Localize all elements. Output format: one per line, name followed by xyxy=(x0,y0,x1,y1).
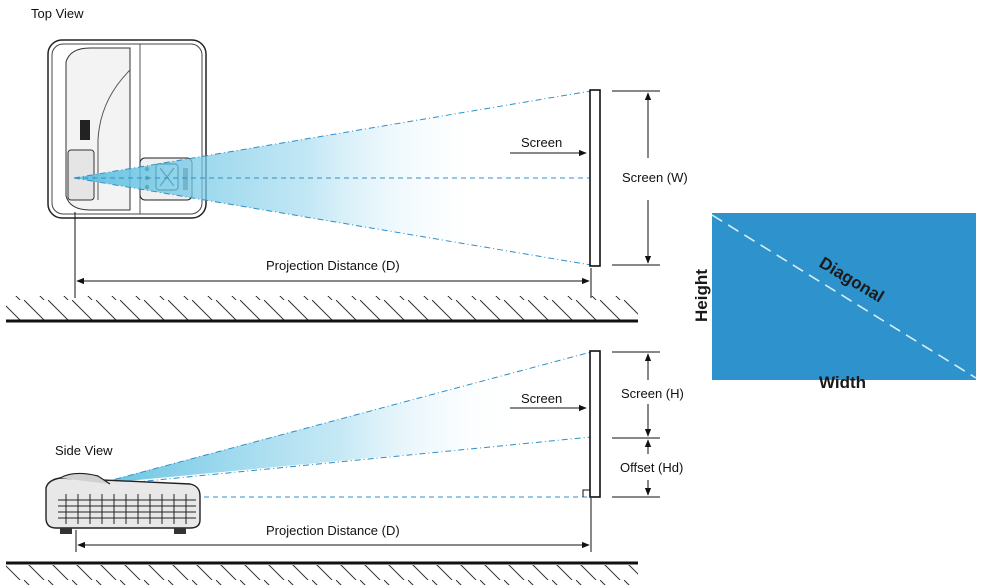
right-angle-mark xyxy=(582,489,590,497)
screen-width-label: Screen (W) xyxy=(622,170,688,185)
top-distance-label: Projection Distance (D) xyxy=(266,258,400,273)
side-beam-upper-edge xyxy=(89,351,592,487)
screen-height-dimension xyxy=(612,351,660,439)
side-distance-dimension xyxy=(75,498,592,552)
offset-label: Offset (Hd) xyxy=(620,460,683,475)
offset-dimension xyxy=(612,439,660,498)
screen-height-label: Screen (H) xyxy=(621,386,684,401)
screen-dimensions-illustration: Diagonal Height Width xyxy=(692,213,977,392)
side-screen xyxy=(589,350,601,498)
projector-side-view xyxy=(45,472,201,534)
top-light-beam xyxy=(74,91,591,265)
diagonal-line xyxy=(711,214,977,379)
top-floor xyxy=(6,296,638,323)
top-view-title: Top View xyxy=(31,6,84,21)
top-beam-upper-edge xyxy=(73,90,592,179)
side-screen-label: Screen xyxy=(521,391,562,406)
side-view-title: Side View xyxy=(55,443,113,458)
top-screen xyxy=(589,89,601,267)
top-distance-dimension xyxy=(74,212,592,298)
screen-width-dimension xyxy=(612,90,660,266)
height-label: Height xyxy=(692,269,711,322)
width-label: Width xyxy=(819,373,866,392)
side-distance-label: Projection Distance (D) xyxy=(266,523,400,538)
side-floor xyxy=(6,561,638,585)
top-screen-label: Screen xyxy=(521,135,562,150)
top-beam-lower-edge xyxy=(73,177,592,266)
side-beam-lower-edge xyxy=(95,436,592,487)
